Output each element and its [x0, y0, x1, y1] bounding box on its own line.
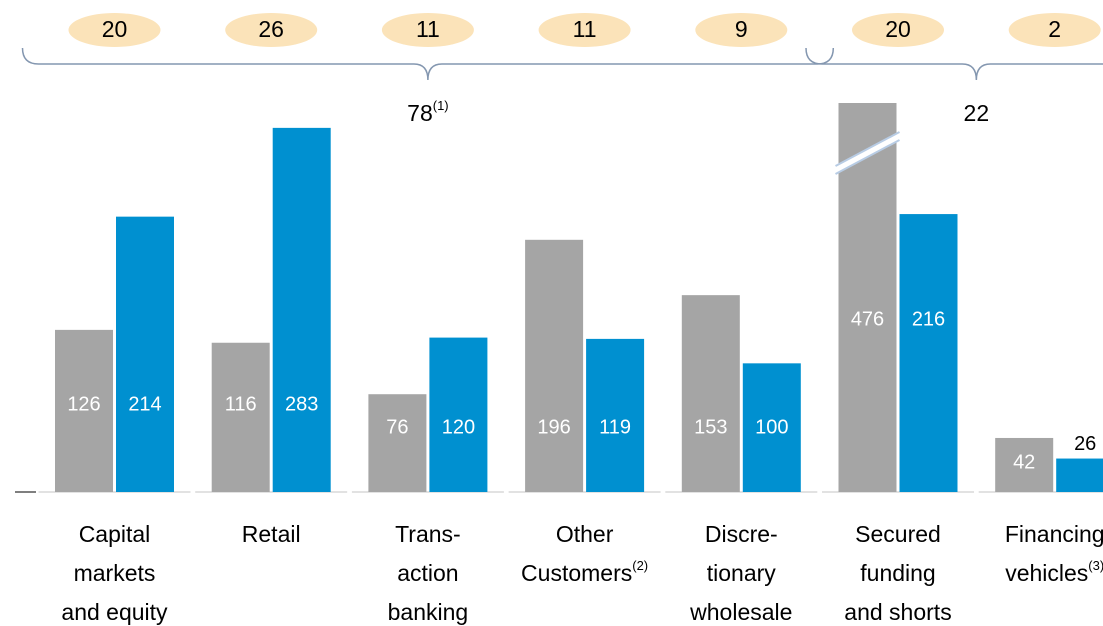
x-tick-label: Secured: [855, 521, 941, 547]
value-label: 216: [912, 308, 945, 330]
value-label: 126: [67, 393, 100, 415]
x-tick-label: funding: [860, 560, 935, 586]
top-oval: [695, 13, 788, 47]
footnote-marker: (1): [433, 98, 449, 113]
top-oval: [225, 13, 318, 47]
group-total: 78(1): [407, 98, 448, 126]
x-tick-label-line: markets: [74, 560, 156, 586]
bar: [525, 239, 584, 492]
x-tick-label: tionary: [707, 560, 777, 586]
bar: [681, 295, 740, 492]
bar: [211, 342, 270, 492]
value-label: 42: [1013, 451, 1035, 473]
footnote-marker: (3): [1088, 558, 1103, 573]
x-tick-label-line: Trans-: [395, 521, 461, 547]
bar: [1056, 458, 1103, 492]
x-tick-label: Other: [556, 521, 614, 547]
value-label: 153: [694, 416, 727, 438]
x-tick-label-line: banking: [388, 599, 469, 625]
x-tick-label: Capital: [79, 521, 151, 547]
x-tick-label-line: Retail: [242, 521, 301, 547]
bar: [899, 214, 958, 492]
value-label: 26: [1074, 433, 1096, 455]
top-value: 2: [1048, 16, 1061, 42]
bar: [995, 437, 1054, 492]
top-oval: [538, 13, 631, 47]
x-tick-label-line: vehicles: [1005, 560, 1088, 586]
x-tick-label: banking: [388, 599, 469, 625]
top-oval: [1008, 13, 1101, 47]
value-label: 116: [225, 393, 257, 415]
group-total-value: 78: [407, 100, 433, 126]
x-tick-label: wholesale: [689, 599, 792, 625]
brace: [805, 47, 1103, 81]
value-label: 283: [285, 393, 318, 415]
bar: [586, 338, 645, 492]
top-oval: [68, 13, 161, 47]
x-tick-label-line: wholesale: [689, 599, 792, 625]
group-total: 22: [964, 100, 990, 126]
bar: [429, 337, 488, 492]
x-tick-label-line: and shorts: [844, 599, 951, 625]
value-label: 76: [386, 416, 408, 438]
top-value: 9: [735, 16, 748, 42]
x-tick-label-line: Customers: [521, 560, 632, 586]
value-label: 214: [128, 393, 161, 415]
brace: [21, 47, 835, 81]
x-tick-label: action: [397, 560, 458, 586]
axis-break: [835, 131, 900, 167]
value-label: 196: [537, 416, 570, 438]
x-tick-label-line: Other: [556, 521, 614, 547]
x-tick-label-line: Financing: [1005, 521, 1103, 547]
x-tick-label: markets: [74, 560, 156, 586]
bar: [116, 216, 174, 493]
bar: [368, 394, 427, 492]
group-total-value: 22: [964, 100, 990, 126]
top-oval: [852, 13, 944, 47]
top-value: 20: [102, 16, 128, 42]
top-value: 11: [416, 16, 440, 42]
x-tick-label: Customers(2): [521, 558, 648, 586]
x-tick-label: Discre-: [705, 521, 778, 547]
x-tick-label-line: Discre-: [705, 521, 778, 547]
top-oval: [381, 13, 474, 47]
x-tick-label-line: Capital: [79, 521, 151, 547]
x-tick-label: vehicles(3): [1005, 558, 1103, 586]
bar: [55, 329, 113, 492]
value-label: 100: [755, 416, 788, 438]
axis-break: [835, 139, 900, 175]
x-tick-label: Financing: [1005, 521, 1103, 547]
x-tick-label: and equity: [61, 599, 168, 625]
footnote-marker: (2): [632, 558, 648, 573]
x-tick-label: and shorts: [844, 599, 951, 625]
x-tick-label-line: action: [397, 560, 458, 586]
top-value: 20: [885, 16, 911, 42]
x-tick-label-line: and equity: [61, 599, 168, 625]
top-value: 26: [258, 16, 284, 42]
value-label: 476: [851, 308, 884, 330]
value-label: 120: [442, 416, 475, 438]
axis-break: [833, 132, 902, 174]
x-tick-label-line: funding: [860, 560, 935, 586]
bar: [272, 127, 331, 492]
x-tick-label: Trans-: [395, 521, 461, 547]
x-tick-label-line: Secured: [855, 521, 941, 547]
value-label: 119: [599, 416, 631, 438]
top-value: 11: [573, 16, 597, 42]
bar: [742, 363, 801, 492]
x-tick-label-line: tionary: [707, 560, 777, 586]
x-tick-label: Retail: [242, 521, 301, 547]
